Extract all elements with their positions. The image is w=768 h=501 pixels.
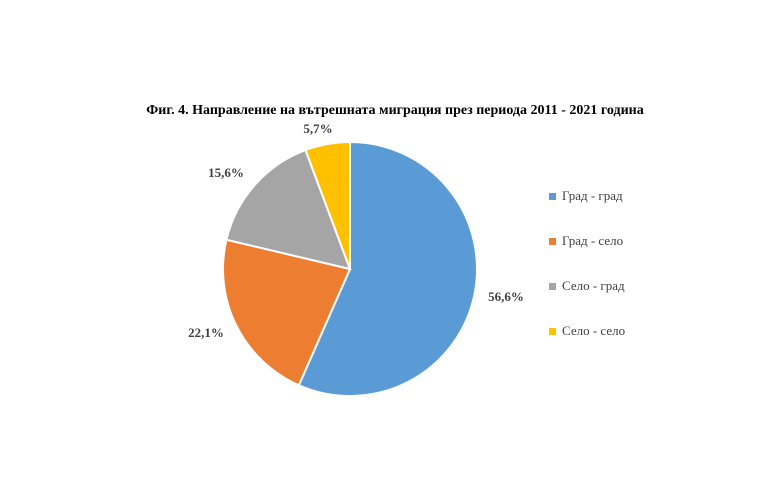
data-label-2: 22,1% (188, 325, 224, 340)
legend: Град - град Град - село Село - град Село - … (549, 188, 625, 338)
legend-label-1: Град - град (562, 188, 623, 203)
pie-slices (222, 140, 478, 397)
legend-swatch-4 (549, 328, 556, 335)
pie-slice-4 (304, 140, 351, 270)
data-label-1: 56,6% (488, 289, 524, 304)
legend-swatch-1 (549, 193, 556, 200)
data-labels: 56,6% 22,1% 15,6% 5,7% (188, 121, 524, 340)
pie-slice-2 (222, 238, 352, 387)
legend-swatch-2 (549, 238, 556, 245)
data-label-4: 5,7% (303, 121, 332, 136)
legend-label-4: Село - село (562, 323, 625, 338)
legend-label-3: Село - град (562, 278, 625, 293)
chart-title: Фиг. 4. Направление на вътрешната миграц… (146, 103, 643, 118)
legend-label-2: Град - село (562, 233, 623, 248)
data-label-3: 15,6% (208, 165, 244, 180)
pie-slice-3 (225, 148, 352, 271)
pie-slice-1 (297, 140, 478, 397)
legend-swatch-3 (549, 283, 556, 290)
